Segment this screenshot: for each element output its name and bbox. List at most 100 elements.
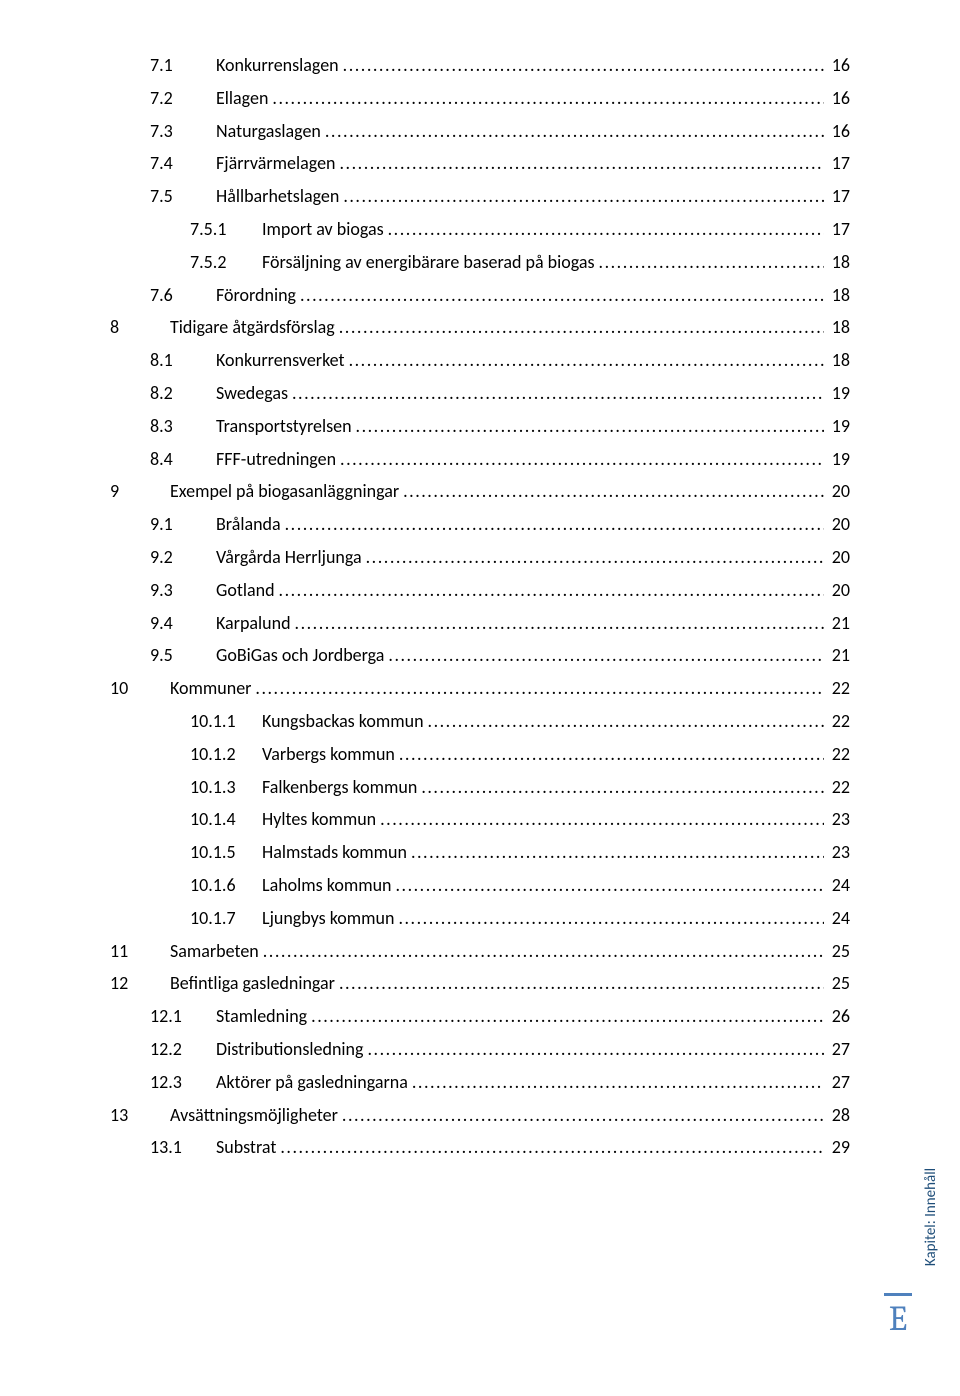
toc-entry-title: Ellagen — [216, 89, 268, 107]
toc-entry: 9.5GoBiGas och Jordberga21 — [150, 646, 850, 664]
toc-entry-title: Swedegas — [216, 384, 288, 402]
toc-dot-leader — [428, 712, 824, 730]
toc-entry: 12.1Stamledning26 — [150, 1007, 850, 1025]
toc-entry-page: 24 — [828, 909, 850, 927]
toc-entry: 8.2Swedegas19 — [150, 384, 850, 402]
toc-entry-number: 8.3 — [150, 417, 216, 435]
toc-entry-title: Förordning — [216, 286, 296, 304]
toc-entry: 8.3Transportstyrelsen19 — [150, 417, 850, 435]
toc-entry-title: Falkenbergs kommun — [262, 778, 417, 796]
toc-entry-number: 10.1.1 — [190, 712, 262, 730]
toc-entry-page: 23 — [828, 843, 850, 861]
toc-dot-leader — [339, 318, 824, 336]
footer-page-marker: E — [878, 1293, 918, 1336]
toc-entry-page: 26 — [828, 1007, 850, 1025]
toc-entry: 7.1Konkurrenslagen16 — [150, 56, 850, 74]
toc-entry: 7.2Ellagen 16 — [150, 89, 850, 107]
toc-entry-number: 13.1 — [150, 1138, 216, 1156]
toc-entry: 7.5.1Import av biogas17 — [190, 220, 850, 238]
toc-entry-title: Kungsbackas kommun — [262, 712, 424, 730]
toc-entry: 9.2Vårgårda Herrljunga 20 — [150, 548, 850, 566]
toc-entry-number: 7.1 — [150, 56, 216, 74]
toc-dot-leader — [356, 417, 824, 435]
toc-entry-number: 8.2 — [150, 384, 216, 402]
toc-dot-leader — [340, 154, 824, 172]
toc-dot-leader — [367, 1040, 823, 1058]
toc-entry-title: Brålanda — [216, 515, 281, 533]
toc-dot-leader — [285, 515, 824, 533]
toc-dot-leader — [342, 1106, 824, 1124]
toc-entry: 7.3Naturgaslagen16 — [150, 122, 850, 140]
toc-entry-page: 23 — [828, 810, 850, 828]
toc-entry-page: 18 — [828, 286, 850, 304]
toc-entry-title: Substrat — [216, 1138, 276, 1156]
toc-entry-number: 10.1.7 — [190, 909, 262, 927]
toc-entry-number: 10.1.5 — [190, 843, 262, 861]
toc-entry-title: Kommuner — [170, 679, 251, 697]
toc-entry-title: Vårgårda Herrljunga — [216, 548, 362, 566]
toc-entry-number: 7.5.2 — [190, 253, 262, 271]
toc-entry: 9.1Brålanda 20 — [150, 515, 850, 533]
toc-entry-number: 8.4 — [150, 450, 216, 468]
toc-entry: 11Samarbeten25 — [110, 942, 850, 960]
toc-entry-page: 16 — [828, 89, 850, 107]
toc-entry-title: Ljungbys kommun — [262, 909, 394, 927]
toc-entry-page: 19 — [828, 450, 850, 468]
toc-entry-page: 16 — [828, 122, 850, 140]
toc-entry-title: Laholms kommun — [262, 876, 392, 894]
toc-entry: 10Kommuner22 — [110, 679, 850, 697]
toc-entry-number: 12.1 — [150, 1007, 216, 1025]
toc-entry-title: Fjärrvärmelagen — [216, 154, 336, 172]
toc-entry: 7.5Hållbarhetslagen17 — [150, 187, 850, 205]
toc-entry-number: 9.3 — [150, 581, 216, 599]
toc-entry-page: 29 — [828, 1138, 850, 1156]
toc-entry-number: 7.2 — [150, 89, 216, 107]
toc-entry: 12.3Aktörer på gasledningarna27 — [150, 1073, 850, 1091]
toc-entry: 9.4Karpalund21 — [150, 614, 850, 632]
toc-entry-page: 17 — [828, 220, 850, 238]
toc-entry-number: 8 — [110, 318, 170, 336]
toc-dot-leader — [325, 122, 824, 140]
toc-entry-page: 16 — [828, 56, 850, 74]
toc-entry-page: 28 — [828, 1106, 850, 1124]
toc-entry-number: 12.3 — [150, 1073, 216, 1091]
toc-dot-leader — [311, 1007, 824, 1025]
toc-entry-page: 25 — [828, 974, 850, 992]
toc-entry-page: 22 — [828, 778, 850, 796]
toc-entry: 9Exempel på biogasanläggningar20 — [110, 482, 850, 500]
toc-entry-number: 9.1 — [150, 515, 216, 533]
toc-entry: 9.3Gotland20 — [150, 581, 850, 599]
toc-entry-page: 22 — [828, 679, 850, 697]
toc-entry-page: 20 — [828, 548, 850, 566]
toc-entry: 10.1.4Hyltes kommun23 — [190, 810, 850, 828]
toc-entry-page: 18 — [828, 253, 850, 271]
toc-dot-leader — [279, 581, 824, 599]
toc-entry-number: 9.2 — [150, 548, 216, 566]
table-of-contents: 7.1Konkurrenslagen167.2Ellagen167.3Natur… — [110, 56, 850, 1156]
toc-entry: 7.5.2Försäljning av energibärare baserad… — [190, 253, 850, 271]
toc-entry-title: Hållbarhetslagen — [216, 187, 339, 205]
toc-entry-page: 19 — [828, 417, 850, 435]
toc-dot-leader — [295, 614, 824, 632]
toc-dot-leader — [421, 778, 823, 796]
toc-entry-title: Avsättningsmöjligheter — [170, 1106, 338, 1124]
toc-entry-number: 8.1 — [150, 351, 216, 369]
toc-entry: 7.4Fjärrvärmelagen17 — [150, 154, 850, 172]
toc-entry: 8Tidigare åtgärdsförslag18 — [110, 318, 850, 336]
toc-entry-number: 7.3 — [150, 122, 216, 140]
toc-entry-page: 18 — [828, 318, 850, 336]
toc-entry-page: 20 — [828, 515, 850, 533]
toc-entry: 13Avsättningsmöjligheter28 — [110, 1106, 850, 1124]
toc-entry-number: 7.6 — [150, 286, 216, 304]
toc-dot-leader — [272, 89, 823, 107]
toc-dot-leader — [396, 876, 824, 894]
toc-dot-leader — [339, 974, 824, 992]
toc-dot-leader — [403, 482, 824, 500]
toc-dot-leader — [388, 220, 824, 238]
toc-entry-number: 7.5 — [150, 187, 216, 205]
toc-entry-number: 7.5.1 — [190, 220, 262, 238]
toc-entry-title: Konkurrensverket — [216, 351, 345, 369]
toc-entry-page: 27 — [828, 1040, 850, 1058]
toc-entry-title: GoBiGas och Jordberga — [216, 646, 384, 664]
toc-dot-leader — [300, 286, 824, 304]
